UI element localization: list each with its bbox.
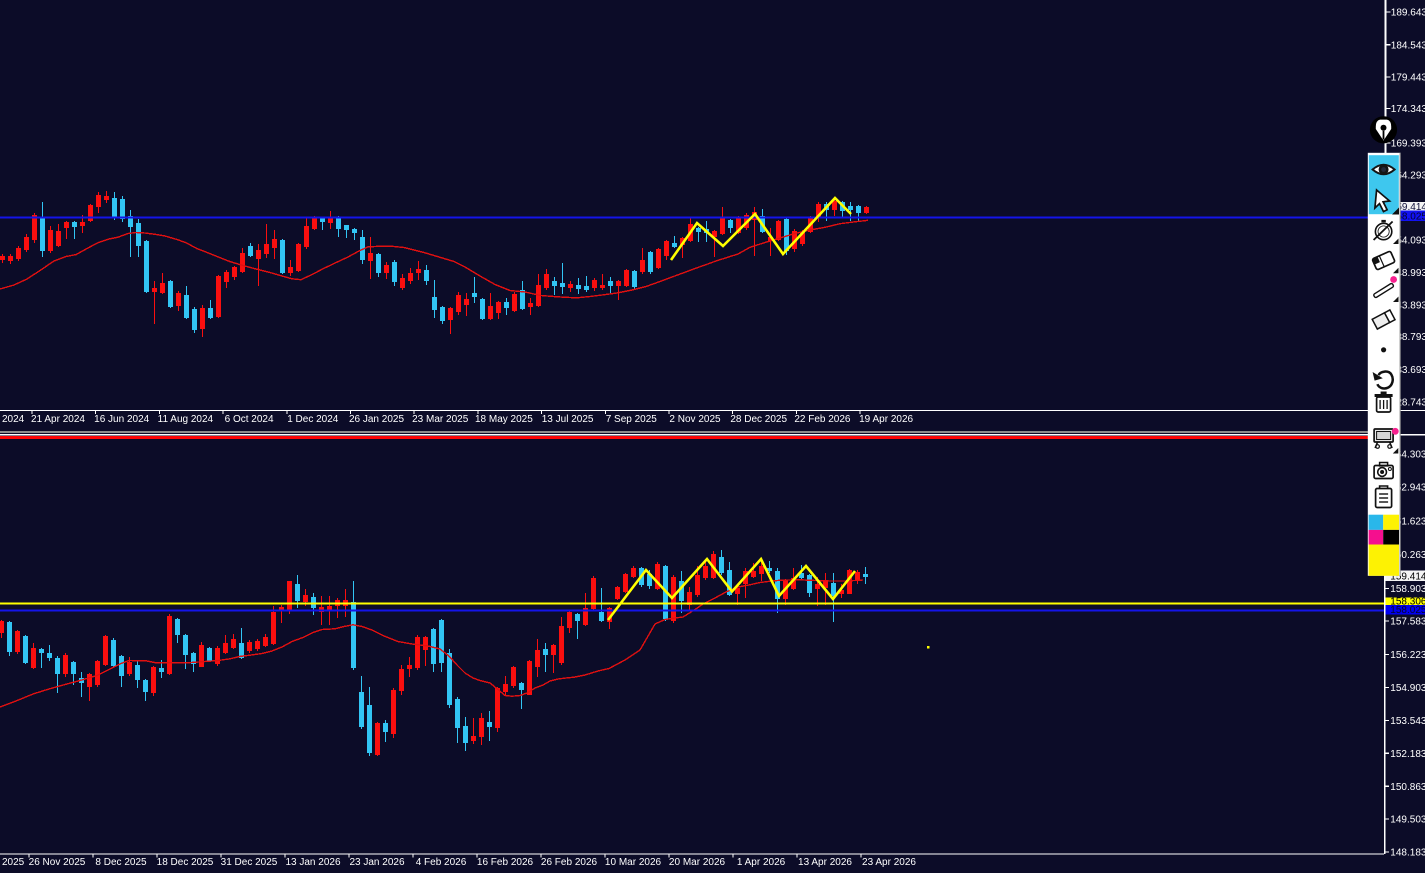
svg-text:154.903: 154.903 — [1390, 683, 1425, 694]
svg-text:13 Jan 2026: 13 Jan 2026 — [285, 857, 340, 868]
svg-text:4 Feb 2026: 4 Feb 2026 — [416, 857, 467, 868]
svg-text:152.183: 152.183 — [1390, 749, 1425, 760]
svg-text:157.583: 157.583 — [1390, 617, 1425, 628]
svg-text:138.793: 138.793 — [1391, 332, 1425, 343]
svg-text:23 Apr 2026: 23 Apr 2026 — [862, 857, 916, 868]
svg-text:28 Dec 2025: 28 Dec 2025 — [730, 414, 787, 425]
svg-text:158.025: 158.025 — [1390, 605, 1425, 616]
svg-text:154.093: 154.093 — [1391, 236, 1425, 247]
svg-text:8 Dec 2025: 8 Dec 2025 — [95, 857, 147, 868]
svg-text:22 Feb 2026: 22 Feb 2026 — [794, 414, 851, 425]
svg-text:1 Dec 2024: 1 Dec 2024 — [287, 414, 339, 425]
svg-text:164.303: 164.303 — [1390, 450, 1425, 461]
svg-text:26 Jan 2025: 26 Jan 2025 — [349, 414, 404, 425]
svg-text:26 Feb 2026: 26 Feb 2026 — [541, 857, 598, 868]
svg-text:2024: 2024 — [2, 414, 25, 425]
svg-text:23 Mar 2025: 23 Mar 2025 — [412, 414, 469, 425]
svg-text:156.223: 156.223 — [1390, 650, 1425, 661]
svg-text:2 Nov 2025: 2 Nov 2025 — [669, 414, 721, 425]
svg-text:148.993: 148.993 — [1391, 268, 1425, 279]
svg-text:148.183: 148.183 — [1390, 848, 1425, 859]
svg-text:162.943: 162.943 — [1390, 483, 1425, 494]
svg-text:6 Oct 2024: 6 Oct 2024 — [225, 414, 274, 425]
svg-text:143.893: 143.893 — [1391, 301, 1425, 312]
svg-text:160.263: 160.263 — [1390, 550, 1425, 561]
svg-text:26 Nov 2025: 26 Nov 2025 — [29, 857, 86, 868]
svg-text:23 Jan 2026: 23 Jan 2026 — [349, 857, 404, 868]
svg-text:158.306: 158.306 — [1390, 596, 1425, 607]
svg-text:164.293: 164.293 — [1391, 171, 1425, 182]
svg-text:150.863: 150.863 — [1390, 782, 1425, 793]
svg-text:10 Mar 2026: 10 Mar 2026 — [605, 857, 662, 868]
svg-text:18 Dec 2025: 18 Dec 2025 — [157, 857, 214, 868]
svg-text:20 Mar 2026: 20 Mar 2026 — [669, 857, 726, 868]
svg-text:16 Feb 2026: 16 Feb 2026 — [477, 857, 534, 868]
svg-text:11 Aug 2024: 11 Aug 2024 — [158, 414, 214, 425]
svg-text:16 Jun 2024: 16 Jun 2024 — [94, 414, 149, 425]
svg-text:13 Apr 2026: 13 Apr 2026 — [798, 857, 852, 868]
svg-text:158.903: 158.903 — [1390, 584, 1425, 595]
svg-text:7 Sep 2025: 7 Sep 2025 — [606, 414, 658, 425]
svg-text:184.543: 184.543 — [1391, 40, 1425, 51]
svg-text:169.393: 169.393 — [1391, 139, 1425, 150]
svg-text:174.343: 174.343 — [1391, 104, 1425, 115]
svg-text:153.543: 153.543 — [1390, 716, 1425, 727]
svg-text:161.623: 161.623 — [1390, 516, 1425, 527]
svg-text:179.443: 179.443 — [1391, 73, 1425, 84]
svg-text:159.414: 159.414 — [1390, 571, 1425, 582]
svg-text:149.503: 149.503 — [1390, 815, 1425, 826]
svg-text:18 May 2025: 18 May 2025 — [475, 414, 533, 425]
svg-text:159.414: 159.414 — [1391, 202, 1425, 213]
svg-text:21 Apr 2024: 21 Apr 2024 — [31, 414, 85, 425]
svg-text:1 Apr 2026: 1 Apr 2026 — [737, 857, 786, 868]
svg-text:13 Jul 2025: 13 Jul 2025 — [542, 414, 594, 425]
svg-text:2025: 2025 — [2, 857, 25, 868]
svg-text:128.743: 128.743 — [1391, 398, 1425, 409]
svg-text:133.693: 133.693 — [1391, 365, 1425, 376]
svg-text:19 Apr 2026: 19 Apr 2026 — [859, 414, 913, 425]
svg-text:31 Dec 2025: 31 Dec 2025 — [221, 857, 278, 868]
svg-text:158.025: 158.025 — [1391, 212, 1425, 223]
svg-text:189.643: 189.643 — [1391, 8, 1425, 19]
